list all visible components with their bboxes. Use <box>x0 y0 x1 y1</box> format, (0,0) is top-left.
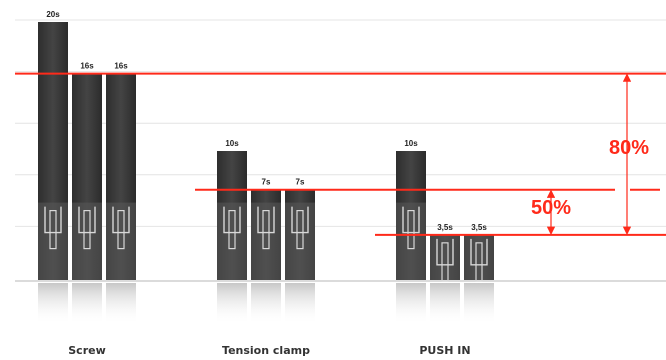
value-label: 16s <box>114 62 128 71</box>
connector-pin-icon <box>49 210 57 250</box>
connector-pin-icon <box>117 210 125 250</box>
connector-icon <box>78 206 96 234</box>
bar-reflections <box>38 283 494 325</box>
bar <box>38 22 68 280</box>
bar-reflection <box>430 283 460 325</box>
bars <box>38 22 494 282</box>
connector-icon <box>223 206 241 234</box>
value-labels: 20s 16s 16s 10s 7s 7s 10s 3,5s 3,5s <box>46 10 487 232</box>
connector-pin-icon <box>228 210 236 250</box>
value-label: 16s <box>80 62 94 71</box>
connector-pin-icon <box>407 210 415 250</box>
connector-icon <box>436 238 454 266</box>
bar-reflection <box>285 283 315 325</box>
annotation-50: 50% <box>531 197 571 219</box>
bar-lower-panel <box>38 202 68 280</box>
bar-lower-panel <box>285 202 315 280</box>
bar-reflection <box>38 283 68 325</box>
value-label: 10s <box>404 139 418 148</box>
bar-reflection <box>106 283 136 325</box>
bar-reflection <box>396 283 426 325</box>
annotation-80: 80% <box>609 137 649 159</box>
category-label: Tension clamp <box>222 344 310 357</box>
bar-lower-panel <box>217 202 247 280</box>
category-labels: Screw Tension clamp PUSH IN <box>68 344 470 357</box>
category-label: PUSH IN <box>419 344 470 357</box>
bar-lower-panel <box>464 234 494 280</box>
bar <box>464 234 494 282</box>
connector-icon <box>470 238 488 266</box>
value-label: 10s <box>225 139 239 148</box>
bar <box>251 189 281 280</box>
reference-lines <box>15 72 666 236</box>
connector-pin-icon <box>475 242 483 282</box>
bar-reflection <box>464 283 494 325</box>
bar-reflection <box>251 283 281 325</box>
connector-pin-icon <box>262 210 270 250</box>
connector-pin-icon <box>83 210 91 250</box>
bar-lower-panel <box>106 202 136 280</box>
connector-icon <box>112 206 130 234</box>
value-label: 20s <box>46 10 60 19</box>
bar <box>106 73 136 280</box>
value-label: 7s <box>296 178 305 187</box>
bar-reflection <box>217 283 247 325</box>
bar <box>396 151 426 280</box>
bar-lower-panel <box>72 202 102 280</box>
bar <box>430 234 460 282</box>
bar <box>285 189 315 280</box>
bar <box>72 73 102 280</box>
connector-icon <box>44 206 62 234</box>
annotations: 80% 50% <box>531 73 649 236</box>
bar-lower-panel <box>251 202 281 280</box>
bar <box>217 151 247 280</box>
connector-icon <box>402 206 420 234</box>
connector-icon <box>291 206 309 234</box>
category-label: Screw <box>68 344 106 357</box>
bar-reflection <box>72 283 102 325</box>
value-label: 3,5s <box>471 223 487 232</box>
bar-lower-panel <box>430 234 460 280</box>
connector-pin-icon <box>296 210 304 250</box>
value-label: 3,5s <box>437 223 453 232</box>
value-label: 7s <box>262 178 271 187</box>
connector-pin-icon <box>441 242 449 282</box>
bar-lower-panel <box>396 202 426 280</box>
connector-icon <box>257 206 275 234</box>
